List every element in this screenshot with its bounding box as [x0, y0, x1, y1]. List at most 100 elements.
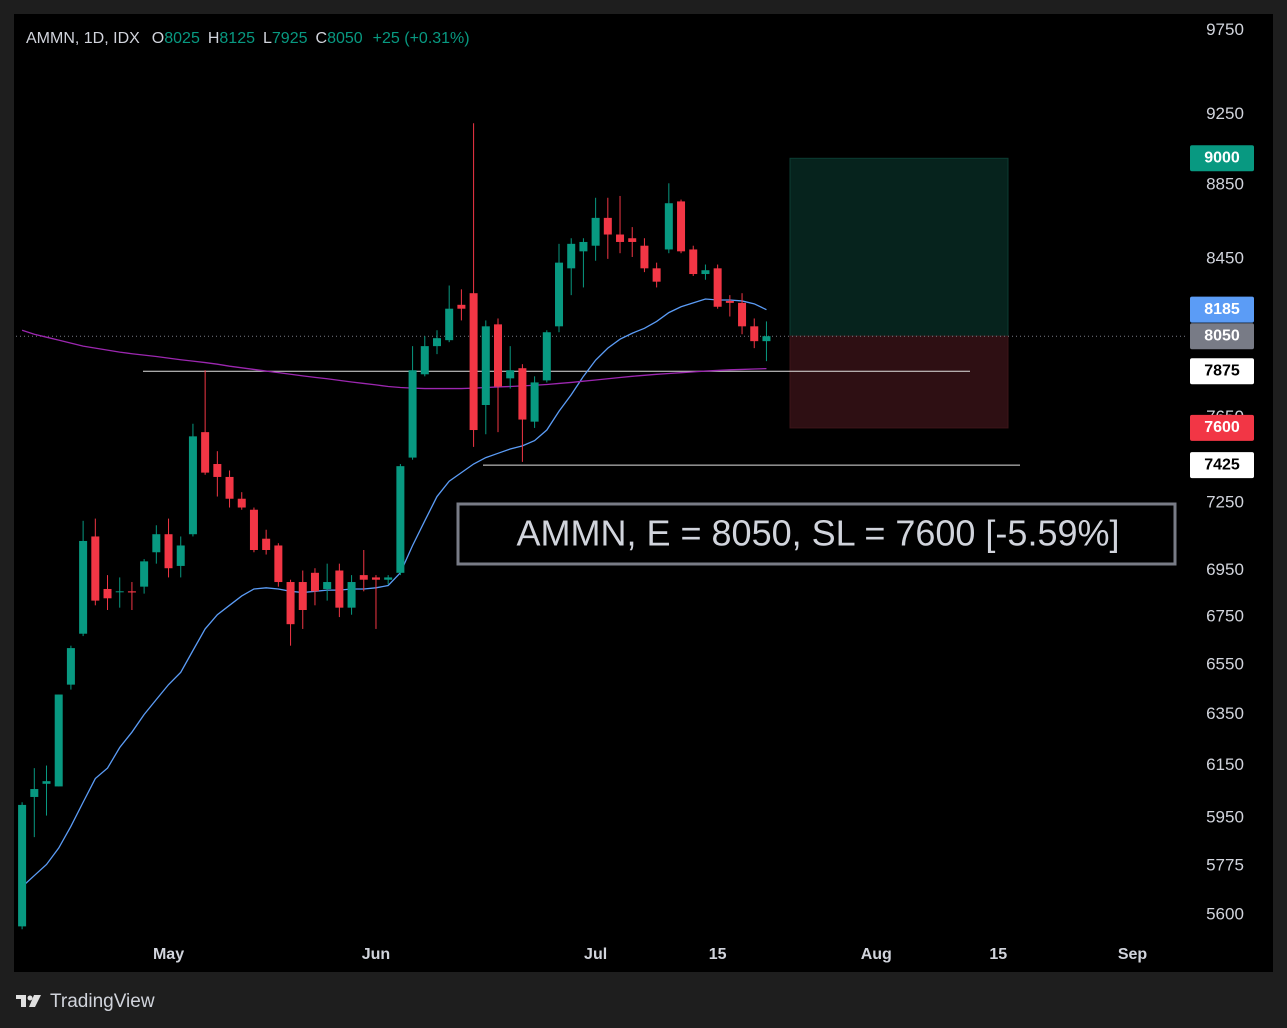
candle-body — [91, 536, 100, 601]
ohlc-value: 8050 — [327, 30, 363, 47]
brand-logo — [16, 995, 41, 1007]
ohlc-label: H — [208, 30, 220, 47]
price-label-box — [1190, 358, 1254, 385]
price-label: 7425 — [1204, 456, 1240, 473]
candle-body — [701, 270, 710, 275]
y-tick-label: 6350 — [1206, 704, 1244, 723]
y-tick-label: 9250 — [1206, 104, 1244, 123]
candle-body — [188, 436, 197, 535]
candle-body — [469, 293, 478, 431]
candle-body — [432, 338, 441, 347]
y-tick-label: 6150 — [1206, 755, 1244, 774]
x-tick-label: 15 — [709, 946, 727, 963]
candle-body — [127, 591, 136, 593]
candle-body — [176, 545, 185, 566]
candle-body — [689, 249, 698, 275]
candle-body — [493, 324, 502, 387]
candle-body — [677, 201, 686, 252]
candle-body — [481, 326, 490, 406]
x-tick-label: 15 — [989, 946, 1007, 963]
candle-body — [603, 217, 612, 235]
change: +25 (+0.31%) — [373, 30, 470, 47]
candle-body — [225, 476, 234, 499]
x-tick-label: Aug — [861, 946, 892, 963]
candle-body — [140, 561, 149, 587]
price-label-box — [1190, 323, 1254, 350]
y-tick-label: 6550 — [1206, 655, 1244, 674]
candle-body — [530, 382, 539, 422]
y-tick-label: 6750 — [1206, 607, 1244, 626]
price-label: 7875 — [1204, 362, 1240, 379]
candle-body — [115, 591, 124, 593]
candle-body — [567, 243, 576, 269]
y-tick-label: 7250 — [1206, 493, 1244, 512]
candle-body — [371, 577, 380, 580]
brand: TradingView — [50, 991, 155, 1012]
candle-body — [420, 346, 429, 375]
candle-body — [310, 572, 319, 592]
candle-body — [652, 268, 661, 282]
candle-body — [18, 804, 27, 927]
plot-area — [14, 14, 1273, 972]
candle-body — [616, 234, 625, 242]
price-label: 8185 — [1204, 301, 1240, 318]
candle-body — [262, 538, 271, 550]
annotation-box — [456, 502, 1177, 566]
candle-body — [347, 582, 356, 608]
price-label: 7600 — [1204, 419, 1240, 436]
candle-body — [445, 308, 454, 341]
x-tick-label: Jul — [584, 946, 607, 963]
ohlc-value: 7925 — [272, 30, 308, 47]
candle-body — [738, 302, 747, 327]
header: AMMN, 1D, IDX O8025 H8125 L7925 C8050 +25 (+0… — [26, 30, 470, 47]
target-zone — [789, 157, 1009, 337]
candle-body — [542, 332, 551, 381]
x-tick-label: Sep — [1118, 946, 1148, 963]
price-label-box — [1190, 414, 1254, 441]
candle-body — [628, 238, 637, 242]
candle-body — [762, 336, 771, 342]
y-tick-label: 6950 — [1206, 560, 1244, 579]
candle-body — [591, 217, 600, 246]
y-tick-label: 8450 — [1206, 248, 1244, 267]
candle-body — [518, 368, 527, 420]
candle-body — [274, 545, 283, 583]
candle-body — [30, 789, 39, 797]
y-tick-label: 5600 — [1206, 904, 1244, 923]
candle-body — [640, 245, 649, 269]
moving-average — [21, 298, 767, 888]
price-label-box — [1190, 145, 1254, 172]
y-tick-label: 8850 — [1206, 175, 1244, 194]
candle-body — [725, 300, 734, 303]
candle-body — [713, 268, 722, 307]
candle-body — [164, 534, 173, 569]
ohlc-value: 8125 — [219, 30, 255, 47]
candle-body — [152, 534, 161, 553]
price-label: 8050 — [1204, 327, 1240, 344]
ohlc-label: C — [316, 30, 328, 47]
ohlc-label: L — [263, 30, 272, 47]
candle-body — [506, 370, 515, 379]
ohlc-value: 8025 — [164, 30, 200, 47]
candle-body — [79, 540, 88, 634]
candle-body — [42, 781, 51, 784]
price-label: 9000 — [1204, 150, 1240, 167]
annotation: AMMN, E = 8050, SL = 7600 [-5.59%] — [517, 513, 1120, 554]
x-tick-label: Jun — [362, 946, 390, 963]
candle-body — [213, 464, 222, 477]
candle-body — [323, 582, 332, 589]
candle-body — [286, 582, 295, 625]
candle-body — [201, 432, 210, 473]
candle-body — [335, 570, 344, 608]
ohlc-label: O — [152, 30, 164, 47]
x-tick-label: May — [153, 946, 184, 963]
candle-body — [750, 326, 759, 342]
y-tick-label: 9750 — [1206, 20, 1244, 39]
candle-body — [54, 694, 63, 787]
candle-body — [249, 509, 258, 550]
candle-body — [555, 262, 564, 327]
candle-body — [408, 370, 417, 458]
candle-body — [298, 582, 307, 611]
candle-body — [103, 588, 112, 599]
